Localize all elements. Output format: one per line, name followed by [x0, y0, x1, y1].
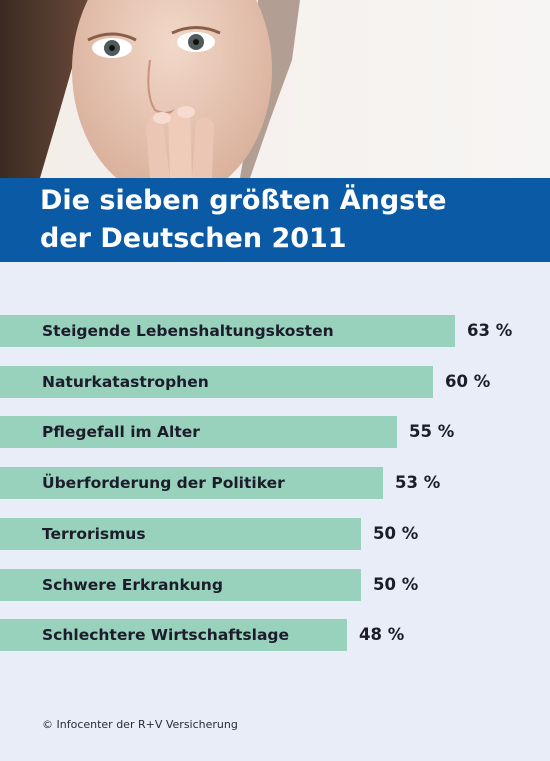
value-label: 50 % [373, 575, 419, 594]
bar-row: Überforderung der Politiker 53 % [0, 467, 550, 499]
value-label: 55 % [409, 422, 455, 441]
value-label: 63 % [467, 321, 513, 340]
value-label: 60 % [445, 372, 491, 391]
category-label: Steigende Lebenshaltungskosten [42, 322, 334, 340]
bar-row: Pflegefall im Alter 55 % [0, 416, 550, 448]
bar-row: Steigende Lebenshaltungskosten 63 % [0, 315, 550, 347]
hero-photo [0, 0, 550, 178]
bar-row: Schwere Erkrankung 50 % [0, 569, 550, 601]
bar [0, 315, 455, 347]
category-label: Schlechtere Wirtschaftslage [42, 626, 290, 644]
bar [0, 619, 347, 651]
face-photo-illustration [0, 0, 300, 178]
category-label: Schwere Erkrankung [42, 576, 223, 594]
chart-title-line-2: der Deutschen 2011 [40, 223, 347, 254]
bar [0, 366, 433, 398]
title-band [0, 178, 550, 262]
value-label: 48 % [359, 625, 405, 644]
category-label: Pflegefall im Alter [42, 423, 200, 441]
bar-row: Schlechtere Wirtschaftslage 48 % [0, 619, 550, 651]
category-label: Naturkatastrophen [42, 373, 209, 391]
bar-chart: Steigende Lebenshaltungskosten 63 % Naturk… [0, 300, 550, 670]
bar [0, 518, 361, 550]
bar [0, 467, 383, 499]
chart-title-line-1: Die sieben größten Ängste [40, 185, 447, 216]
bar [0, 569, 361, 601]
category-label: Terrorismus [42, 525, 146, 543]
value-label: 50 % [373, 524, 419, 543]
category-label: Überforderung der Politiker [42, 474, 285, 492]
value-label: 53 % [395, 473, 441, 492]
bar-row: Terrorismus 50 % [0, 518, 550, 550]
bar [0, 416, 397, 448]
source-credit: © Infocenter der R+V Versicherung [42, 718, 238, 731]
bar-row: Naturkatastrophen 60 % [0, 366, 550, 398]
